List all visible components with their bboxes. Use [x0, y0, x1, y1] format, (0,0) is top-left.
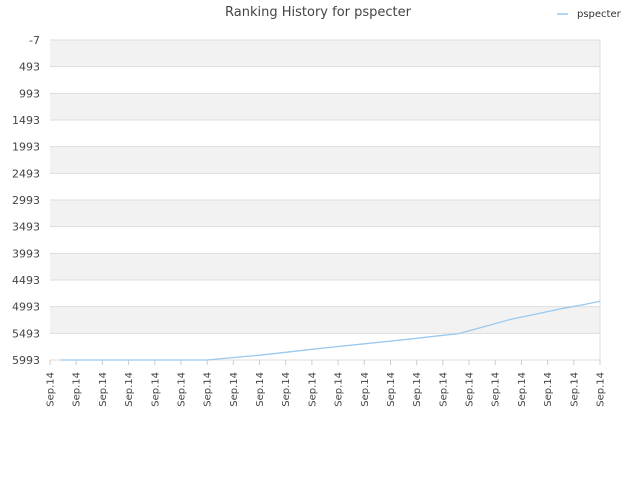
- x-tick-label: Sep.14: [203, 372, 214, 407]
- plot-band: [50, 226, 600, 254]
- x-tick-label: Sep.14: [412, 372, 423, 407]
- y-tick-label: 3493: [12, 221, 40, 234]
- series-point: [206, 359, 208, 361]
- series-point: [599, 300, 601, 302]
- x-tick-label: Sep.14: [334, 372, 345, 407]
- x-tick-label: Sep.14: [124, 372, 135, 407]
- x-tick-label: Sep.14: [569, 372, 580, 407]
- plot-band: [50, 306, 600, 334]
- x-tick-label: Sep.14: [543, 372, 554, 407]
- series-point: [337, 345, 339, 348]
- plot-band: [50, 120, 600, 147]
- series-point: [227, 357, 229, 359]
- y-tick-label: 4993: [12, 301, 40, 314]
- plot-band: [50, 40, 600, 67]
- series-point: [258, 354, 261, 356]
- x-tick-label: Sep.14: [281, 372, 292, 407]
- plot-bands: [50, 40, 600, 360]
- series-point: [311, 348, 313, 350]
- x-tick-label: Sep.14: [72, 372, 83, 407]
- series-point: [442, 334, 444, 336]
- y-tick-label: -7: [29, 34, 40, 47]
- x-tick-label: Sep.14: [386, 372, 397, 407]
- series-point: [363, 343, 365, 345]
- chart-title: Ranking History for pspecter: [225, 5, 412, 20]
- plot-band: [50, 200, 600, 227]
- series-layer: [59, 300, 601, 361]
- plot-band: [50, 146, 600, 174]
- series-point: [389, 340, 392, 342]
- series-point: [484, 325, 486, 328]
- legend-label: pspecter: [577, 9, 622, 20]
- x-tick-label: Sep.14: [491, 372, 502, 407]
- x-tick-label: Sep.14: [255, 372, 266, 407]
- x-tick-label: Sep.14: [150, 372, 161, 407]
- series-point: [416, 337, 418, 339]
- series-point: [583, 303, 585, 306]
- series-point: [59, 359, 62, 361]
- series-point: [457, 333, 460, 335]
- y-tick-label: 2993: [12, 194, 40, 207]
- x-tick-label: Sep.14: [229, 372, 240, 407]
- plot-band: [50, 173, 600, 200]
- x-tick-label: Sep.14: [46, 372, 57, 407]
- series-point: [536, 313, 538, 315]
- y-tick-label: 1993: [12, 141, 40, 154]
- x-tick-label: Sep.14: [98, 372, 109, 407]
- y-tick-label: 5993: [12, 354, 40, 367]
- series-line-pspecter: [60, 300, 601, 361]
- y-tick-label: 3993: [12, 247, 40, 260]
- plot-band: [50, 253, 600, 280]
- y-tick-label: 5493: [12, 327, 40, 340]
- series-point: [510, 318, 512, 320]
- x-tick-label: Sep.14: [596, 372, 607, 407]
- y-tick-label: 493: [19, 61, 40, 74]
- y-axis-ticks: -7 493 993 1493 1993 2493 2993 3493 3993 4493 4993…: [12, 34, 40, 367]
- x-tick-label: Sep.14: [176, 372, 187, 407]
- x-tick-label: Sep.14: [517, 372, 528, 407]
- y-tick-label: 1493: [12, 114, 40, 127]
- plot-band: [50, 66, 600, 94]
- plot-band: [50, 333, 600, 360]
- plot-band: [50, 280, 600, 307]
- x-tick-label: Sep.14: [438, 372, 449, 407]
- x-tick-label: Sep.14: [465, 372, 476, 407]
- series-point: [562, 307, 564, 309]
- legend: pspecter: [557, 9, 622, 20]
- x-tick-label: Sep.14: [360, 372, 371, 407]
- x-axis-ticks: Sep.14 Sep.14 Sep.14 Sep.14 Sep.14 Sep.14 Sep.…: [46, 360, 607, 407]
- plot-band: [50, 93, 600, 120]
- y-tick-label: 2493: [12, 167, 40, 180]
- gridlines: [50, 39, 601, 361]
- y-tick-label: 993: [19, 87, 40, 100]
- x-tick-label: Sep.14: [307, 372, 318, 407]
- series-point: [285, 351, 287, 353]
- y-tick-label: 4493: [12, 274, 40, 287]
